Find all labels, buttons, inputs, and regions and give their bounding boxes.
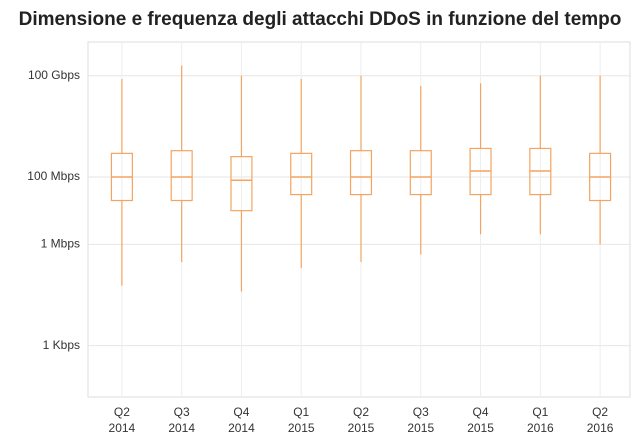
box — [349, 150, 373, 196]
box — [409, 150, 432, 196]
x-tick-label: Q2 — [592, 405, 608, 419]
x-tick-label: 2014 — [228, 421, 255, 435]
x-tick-label: Q3 — [174, 405, 190, 419]
y-tick-label: 100 Mbps — [27, 169, 80, 183]
x-tick-label: 2016 — [527, 421, 554, 435]
y-tick-label: 100 Gbps — [28, 68, 80, 82]
box — [170, 150, 193, 202]
x-tick-label: Q2 — [353, 405, 369, 419]
x-tick-label: Q4 — [233, 405, 249, 419]
box — [230, 156, 253, 212]
x-tick-label: 2015 — [288, 421, 315, 435]
y-tick-label: 1 Mbps — [41, 237, 80, 251]
x-tick-label: 2015 — [348, 421, 375, 435]
x-tick-label: 2015 — [407, 421, 434, 435]
x-tick-label: 2014 — [109, 421, 136, 435]
x-tick-label: 2015 — [467, 421, 494, 435]
y-tick-label: 1 Kbps — [43, 338, 80, 352]
plot-panel — [87, 41, 631, 398]
box — [290, 152, 313, 196]
x-tick-label: 2014 — [168, 421, 195, 435]
x-tick-label: Q3 — [413, 405, 429, 419]
x-tick-label: Q4 — [473, 405, 489, 419]
x-tick-label: Q2 — [114, 405, 130, 419]
chart-title: Dimensione e frequenza degli attacchi DD… — [19, 9, 622, 30]
x-tick-label: Q1 — [293, 405, 309, 419]
x-tick-label: Q1 — [532, 405, 548, 419]
x-tick-label: 2016 — [587, 421, 614, 435]
